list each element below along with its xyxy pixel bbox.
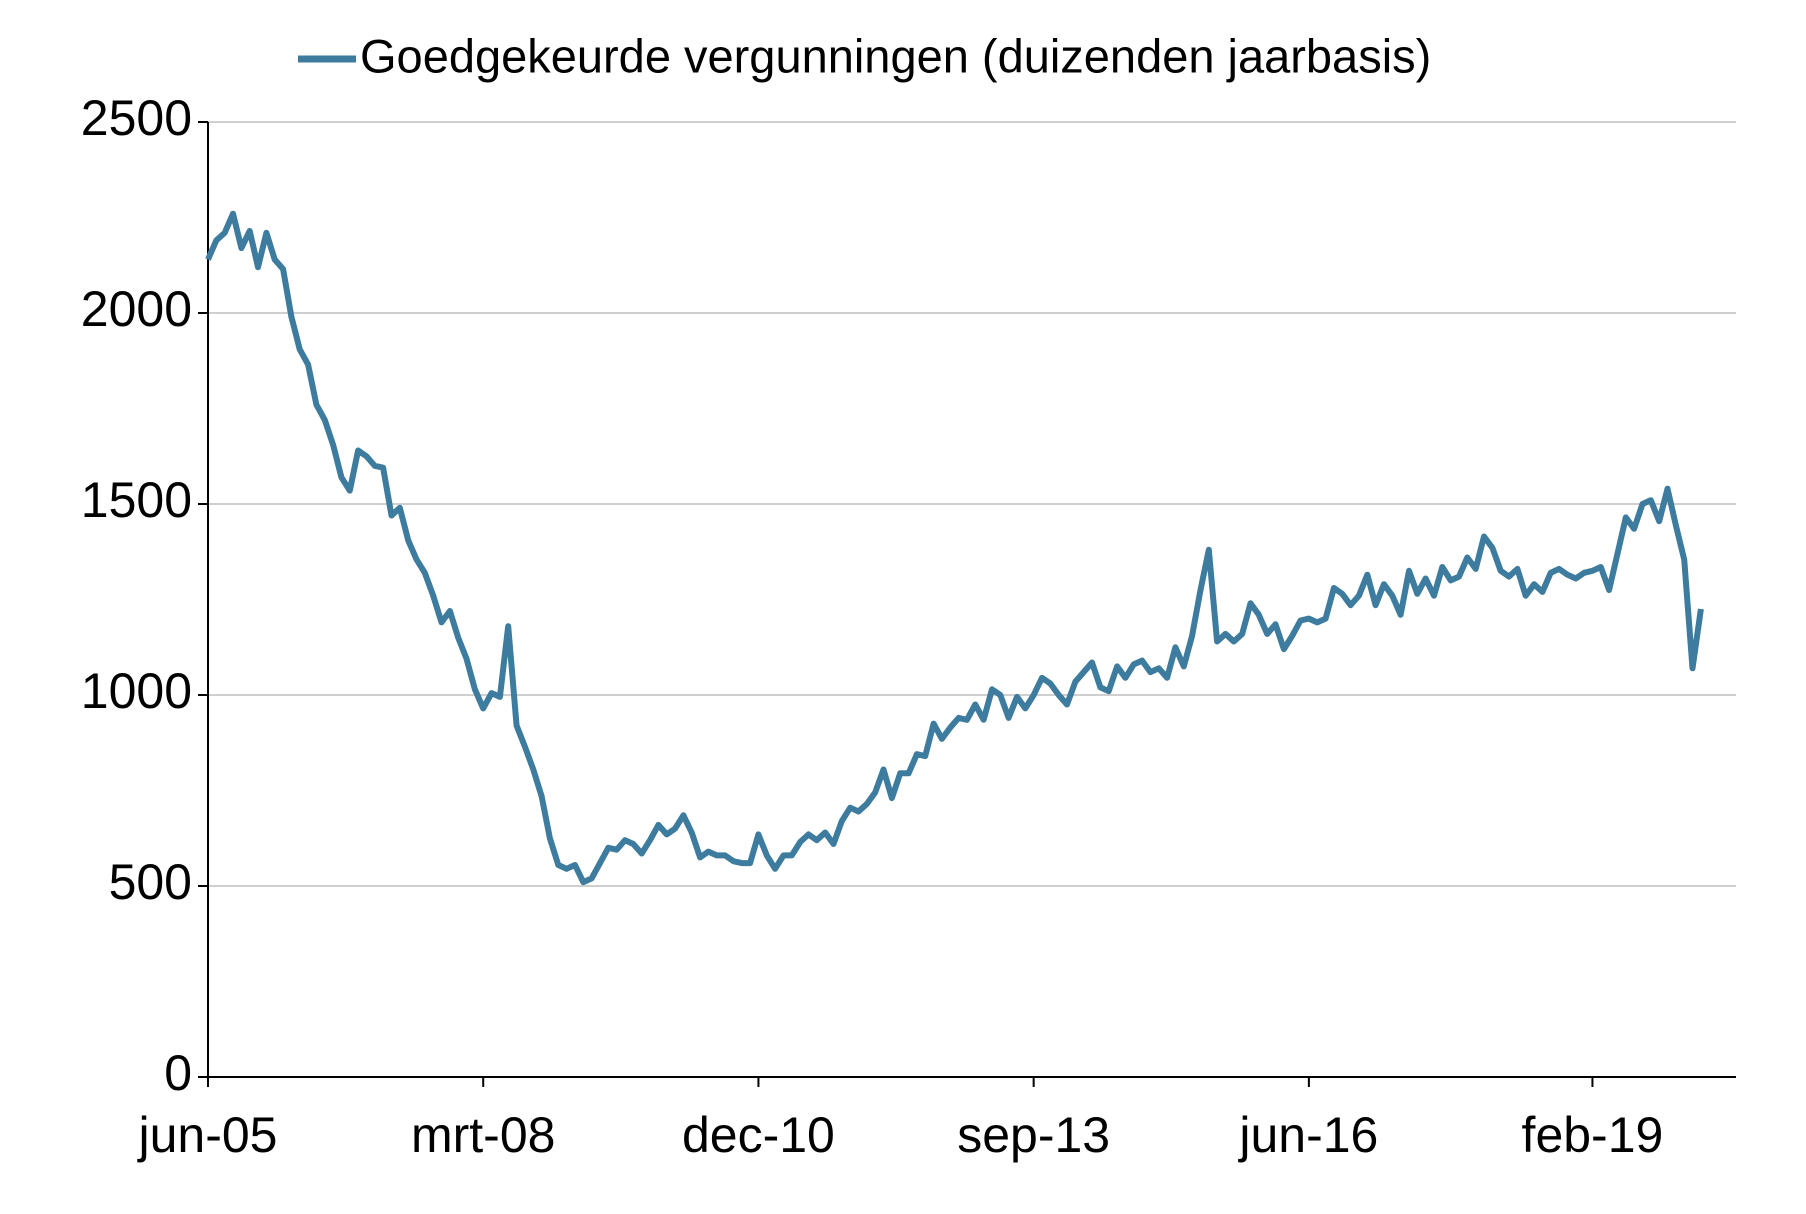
x-tick-label: feb-19 [1522,1107,1664,1163]
x-tick-label: jun-16 [1237,1107,1378,1163]
y-tick-label: 2000 [81,281,192,337]
y-tick-label: 2500 [81,90,192,146]
line-series [205,210,1704,886]
y-tick-label: 500 [109,854,192,910]
x-tick-label: sep-13 [957,1107,1110,1163]
x-tick-label: dec-10 [682,1107,835,1163]
y-tick-label: 0 [164,1045,192,1101]
y-tick-label: 1500 [81,472,192,528]
x-tick-label: jun-05 [137,1107,278,1163]
y-tick-label: 1000 [81,663,192,719]
legend-label: Goedgekeurde vergunningen (duizenden jaa… [360,29,1431,82]
x-tick-label: mrt-08 [411,1107,555,1163]
